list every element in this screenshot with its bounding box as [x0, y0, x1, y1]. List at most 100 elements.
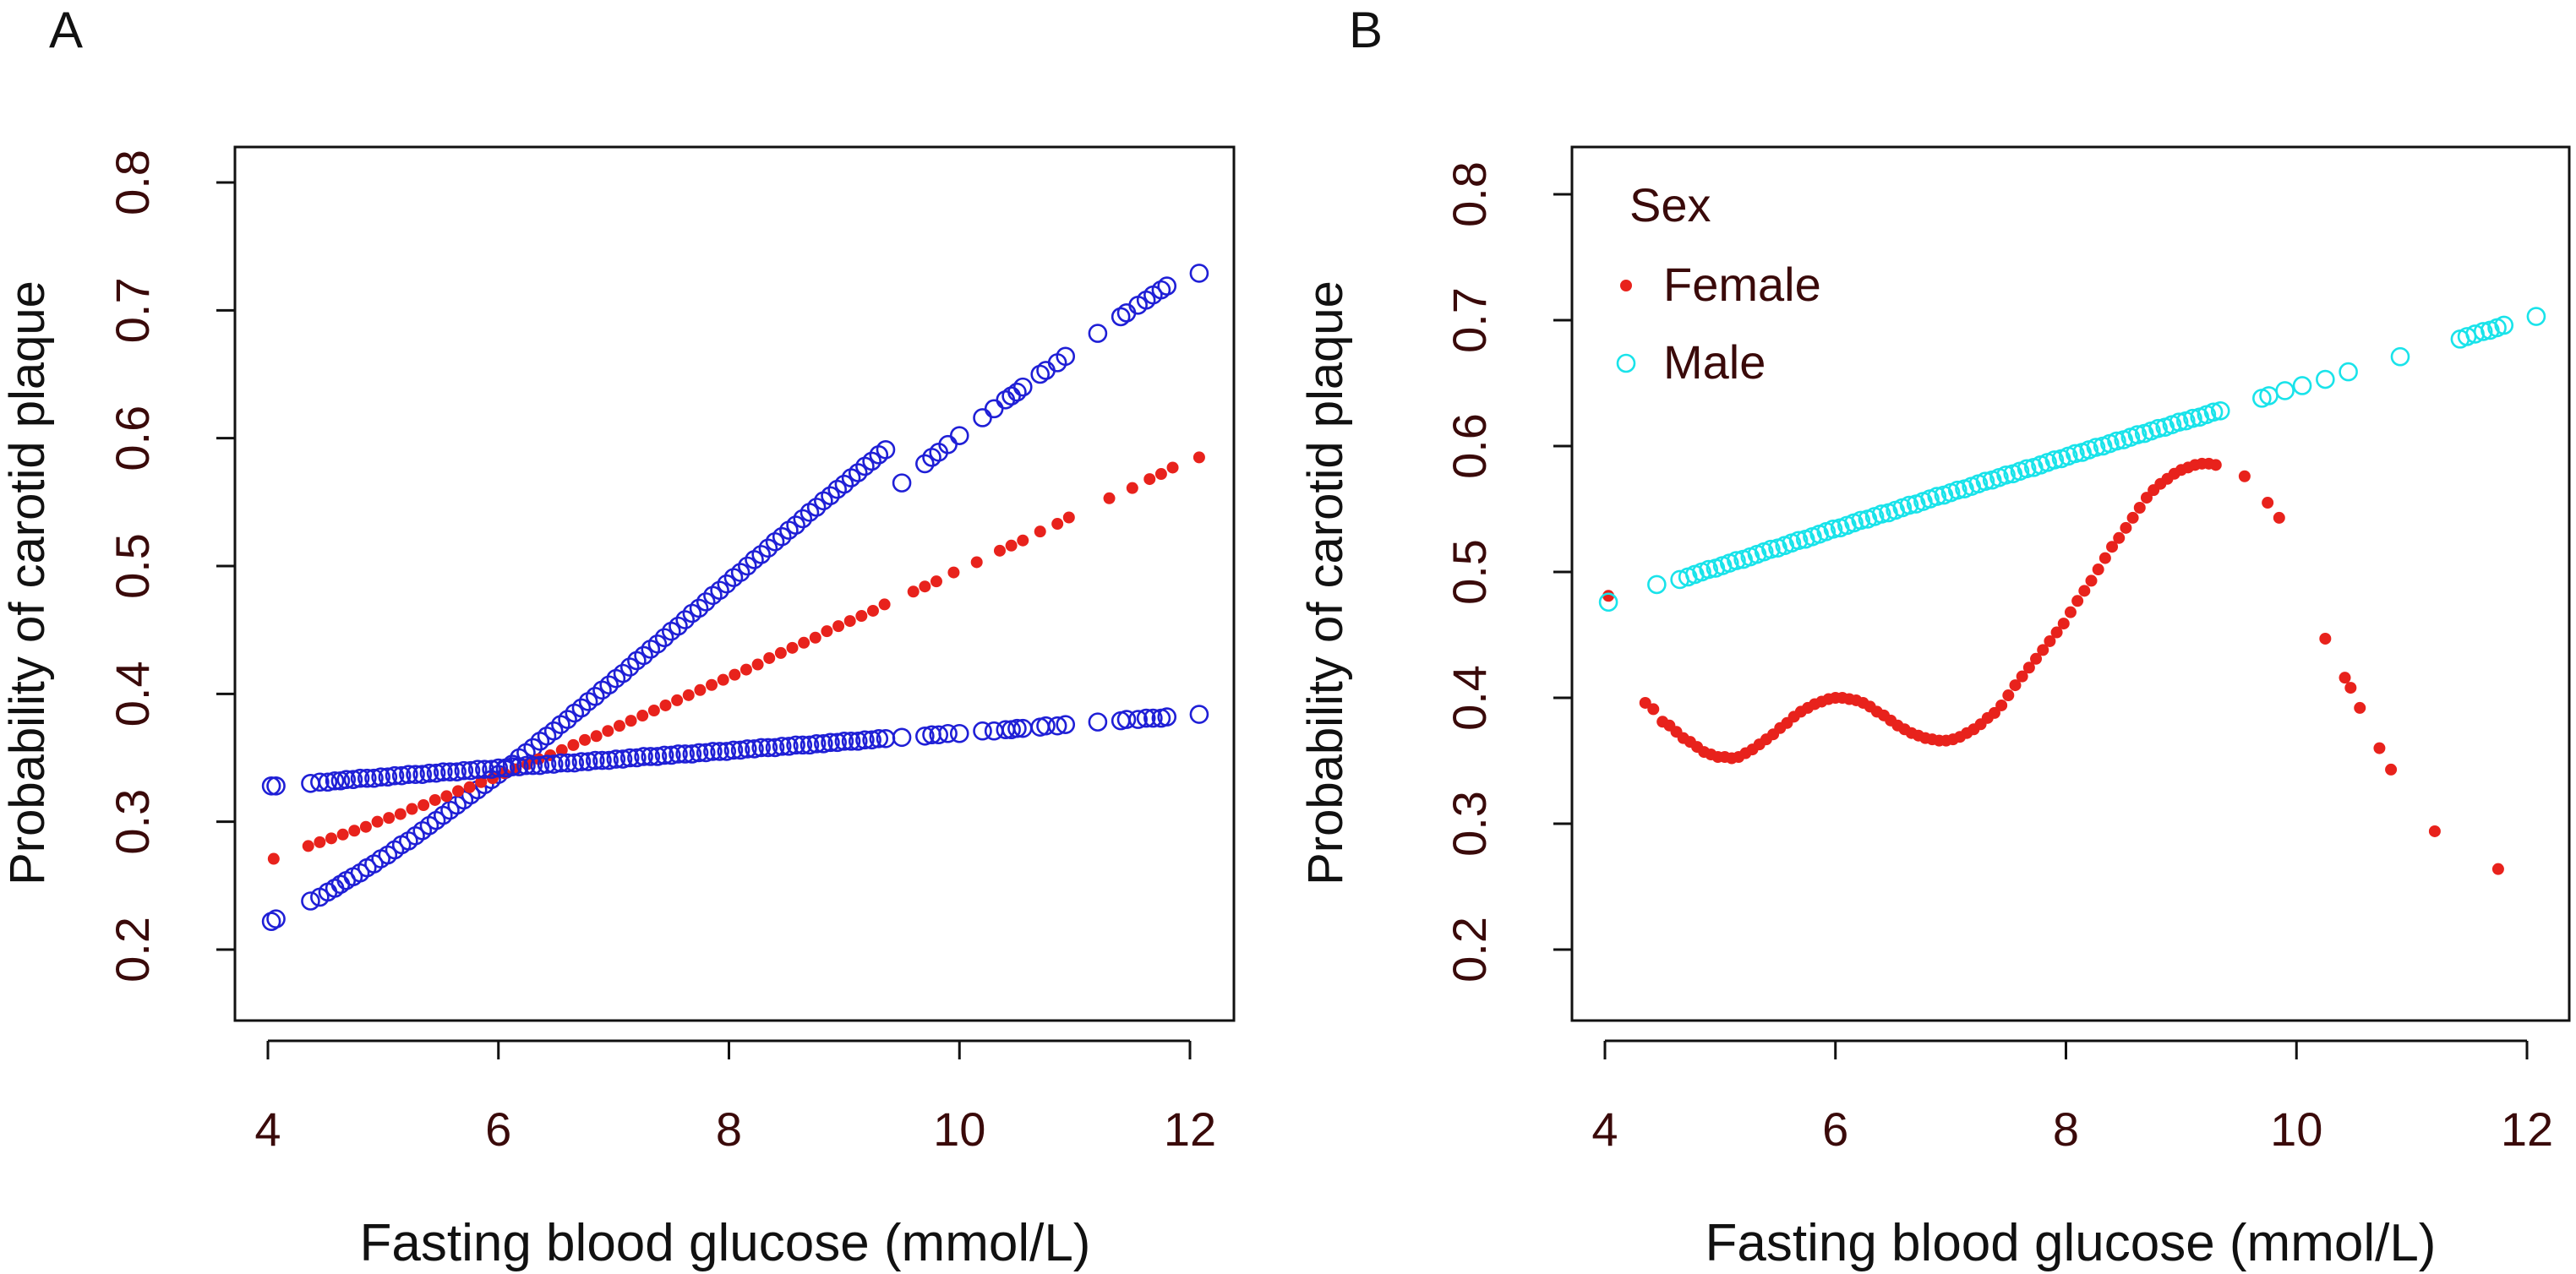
- data-point: [2210, 400, 2230, 421]
- data-point: [2044, 450, 2065, 470]
- data-point: [592, 750, 612, 770]
- data-point: [586, 687, 605, 706]
- data-point: [841, 732, 861, 751]
- data-point: [1157, 276, 1177, 296]
- data-point: [751, 545, 771, 564]
- data-point: [710, 580, 729, 601]
- data-point: [717, 742, 737, 761]
- data-point: [2273, 511, 2285, 524]
- data-point: [669, 616, 688, 636]
- data-point: [537, 754, 557, 774]
- data-point: [1047, 716, 1067, 736]
- data-point: [1088, 324, 1108, 343]
- series-Male: [1598, 307, 2546, 612]
- y-tick-label: 0.4: [1443, 665, 1496, 731]
- data-point: [2009, 679, 2022, 692]
- data-point: [682, 689, 695, 701]
- data-point: [567, 738, 580, 751]
- x-tick-label: 12: [1164, 1102, 1216, 1156]
- data-point: [1036, 716, 1056, 736]
- data-point: [558, 753, 577, 773]
- data-point: [302, 840, 314, 852]
- data-point: [418, 798, 430, 811]
- y-tick-label: 0.5: [1443, 539, 1496, 605]
- data-point: [1699, 559, 1719, 580]
- data-point: [625, 715, 637, 727]
- data-point: [1116, 710, 1137, 729]
- data-point: [1761, 539, 1781, 559]
- data-point: [1189, 705, 1209, 724]
- data-point: [1975, 471, 1995, 492]
- data-point: [2085, 574, 2098, 587]
- data-point: [2316, 369, 2335, 389]
- data-point: [359, 820, 372, 833]
- data-point: [1136, 708, 1156, 728]
- data-point: [586, 750, 605, 770]
- x-tick-label: 8: [2053, 1102, 2079, 1156]
- data-point: [619, 748, 640, 768]
- data-point: [892, 727, 912, 748]
- data-point: [1005, 539, 1018, 552]
- data-point: [751, 658, 764, 671]
- data-point: [551, 753, 570, 773]
- data-point: [1189, 264, 1209, 283]
- data-point: [571, 698, 592, 718]
- data-point: [763, 651, 776, 664]
- data-point: [2022, 662, 2035, 674]
- data-point: [447, 762, 467, 781]
- data-point: [2428, 825, 2441, 837]
- y-tick-label: 0.7: [1443, 287, 1496, 353]
- data-point: [301, 891, 320, 911]
- data-point: [675, 610, 695, 629]
- data-point: [1056, 346, 1076, 367]
- data-point: [1017, 534, 1029, 547]
- data-point: [729, 668, 741, 681]
- data-point: [689, 598, 709, 618]
- data-point: [1166, 461, 1179, 474]
- data-point: [2473, 322, 2493, 341]
- data-point: [463, 781, 476, 793]
- data-point: [495, 758, 516, 778]
- x-tick-label: 6: [485, 1102, 511, 1156]
- legend-marker-male: [1616, 353, 1636, 373]
- data-point: [419, 763, 439, 783]
- data-point: [786, 641, 799, 654]
- data-point: [793, 509, 813, 529]
- data-point: [1088, 712, 1108, 732]
- data-point: [765, 738, 785, 758]
- data-point: [2120, 521, 2132, 534]
- data-point: [745, 739, 764, 759]
- data-point: [530, 755, 550, 776]
- data-point: [671, 694, 684, 706]
- data-point: [682, 744, 702, 764]
- data-point: [555, 743, 568, 756]
- data-point: [454, 760, 474, 781]
- x-axis-label: Fasting blood glucose (mmol/L): [360, 1214, 1091, 1272]
- series-flat: [261, 705, 1209, 796]
- data-point: [779, 737, 799, 756]
- data-point: [2030, 652, 2043, 665]
- data-point: [2140, 492, 2153, 504]
- data-point: [523, 755, 543, 776]
- data-point: [641, 747, 661, 766]
- axes: 4 6 8 10 12 0.2 0.3 0.4 0.5 0.6 0.7 0.8: [1443, 161, 2553, 1156]
- data-point: [461, 760, 481, 781]
- data-point: [717, 673, 729, 686]
- data-point: [1128, 710, 1148, 729]
- data-point: [2319, 632, 2332, 645]
- x-tick-label: 4: [1591, 1102, 1618, 1156]
- data-point: [502, 757, 522, 776]
- data-point: [973, 721, 992, 741]
- data-point: [378, 767, 398, 787]
- data-point: [619, 657, 640, 677]
- y-axis-label: Probability of carotid plaque: [1298, 280, 1353, 885]
- data-point: [696, 592, 716, 612]
- data-point: [266, 776, 286, 796]
- x-tick-label: 4: [254, 1102, 281, 1156]
- y-tick-label: 0.6: [106, 406, 159, 471]
- data-point: [848, 732, 868, 751]
- data-point: [2078, 585, 2091, 597]
- data-point: [543, 721, 564, 741]
- data-point: [399, 765, 418, 784]
